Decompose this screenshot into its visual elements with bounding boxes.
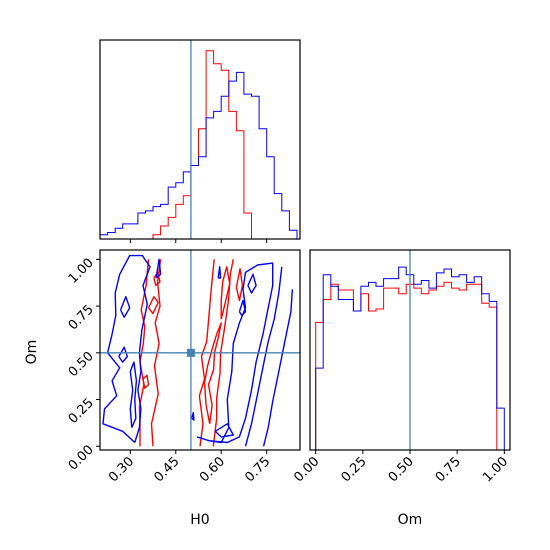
h0-tick-label: 0.30 [106, 454, 137, 485]
om-tick-label: 0.25 [66, 396, 97, 427]
contour-blue [129, 361, 138, 428]
contour-blue [217, 266, 222, 279]
contour-blue [118, 346, 128, 363]
om-tick-label: 0.75 [66, 302, 97, 333]
truth-marker [186, 348, 195, 357]
h0-tick-label: 0.45 [152, 454, 183, 485]
h0-axis-label: H0 [190, 512, 209, 528]
contour-red [142, 374, 150, 389]
om-marginal-tick-label: 1.00 [480, 454, 511, 485]
om-marginal-tick-label: 0.00 [291, 454, 322, 485]
contour-blue [214, 423, 234, 438]
om-marginal-tick-label: 0.25 [339, 454, 370, 485]
om-histogram-blue [315, 266, 505, 450]
contour-blue [196, 262, 274, 444]
contour-blue [244, 266, 283, 447]
contour-blue [119, 296, 131, 318]
contour-blue [191, 411, 195, 421]
contour-red [235, 268, 244, 302]
contour-red [220, 266, 231, 320]
contour-lines [102, 254, 294, 447]
om-marginal-tick-label: 0.50 [386, 454, 417, 485]
contour-red [147, 296, 159, 315]
h0-tick-label: 0.75 [242, 454, 273, 485]
om-marginal-axis-label: Om [398, 512, 423, 528]
contour-frame [99, 249, 301, 451]
contour-blue [102, 254, 151, 444]
om-axis-label: Om [24, 340, 40, 365]
h0-tick-label: 0.60 [197, 454, 228, 485]
om-tick-label: 0.50 [66, 349, 97, 380]
contour-red [198, 259, 215, 447]
h0-marginal-frame [99, 39, 301, 240]
contour-blue [247, 273, 257, 294]
h0-histogram-blue [99, 71, 298, 239]
contour-red [150, 259, 162, 447]
om-marginal-panel: 0.00 0.25 0.50 0.75 1.00 [291, 249, 511, 485]
contour-red [203, 322, 222, 424]
contour-blue [238, 299, 247, 317]
h0-om-contour-panel: 0.30 0.45 0.60 0.75 0.00 0.25 0.50 0.75 1.00 [66, 249, 301, 485]
om-tick-label: 1.00 [66, 256, 97, 287]
contour-blue [262, 289, 294, 447]
om-marginal-tick-label: 0.75 [433, 454, 464, 485]
om-tick-label: 0.00 [66, 442, 97, 473]
h0-histogram-red [100, 50, 297, 240]
contour-blue [155, 258, 162, 279]
h0-marginal-panel [99, 39, 301, 243]
